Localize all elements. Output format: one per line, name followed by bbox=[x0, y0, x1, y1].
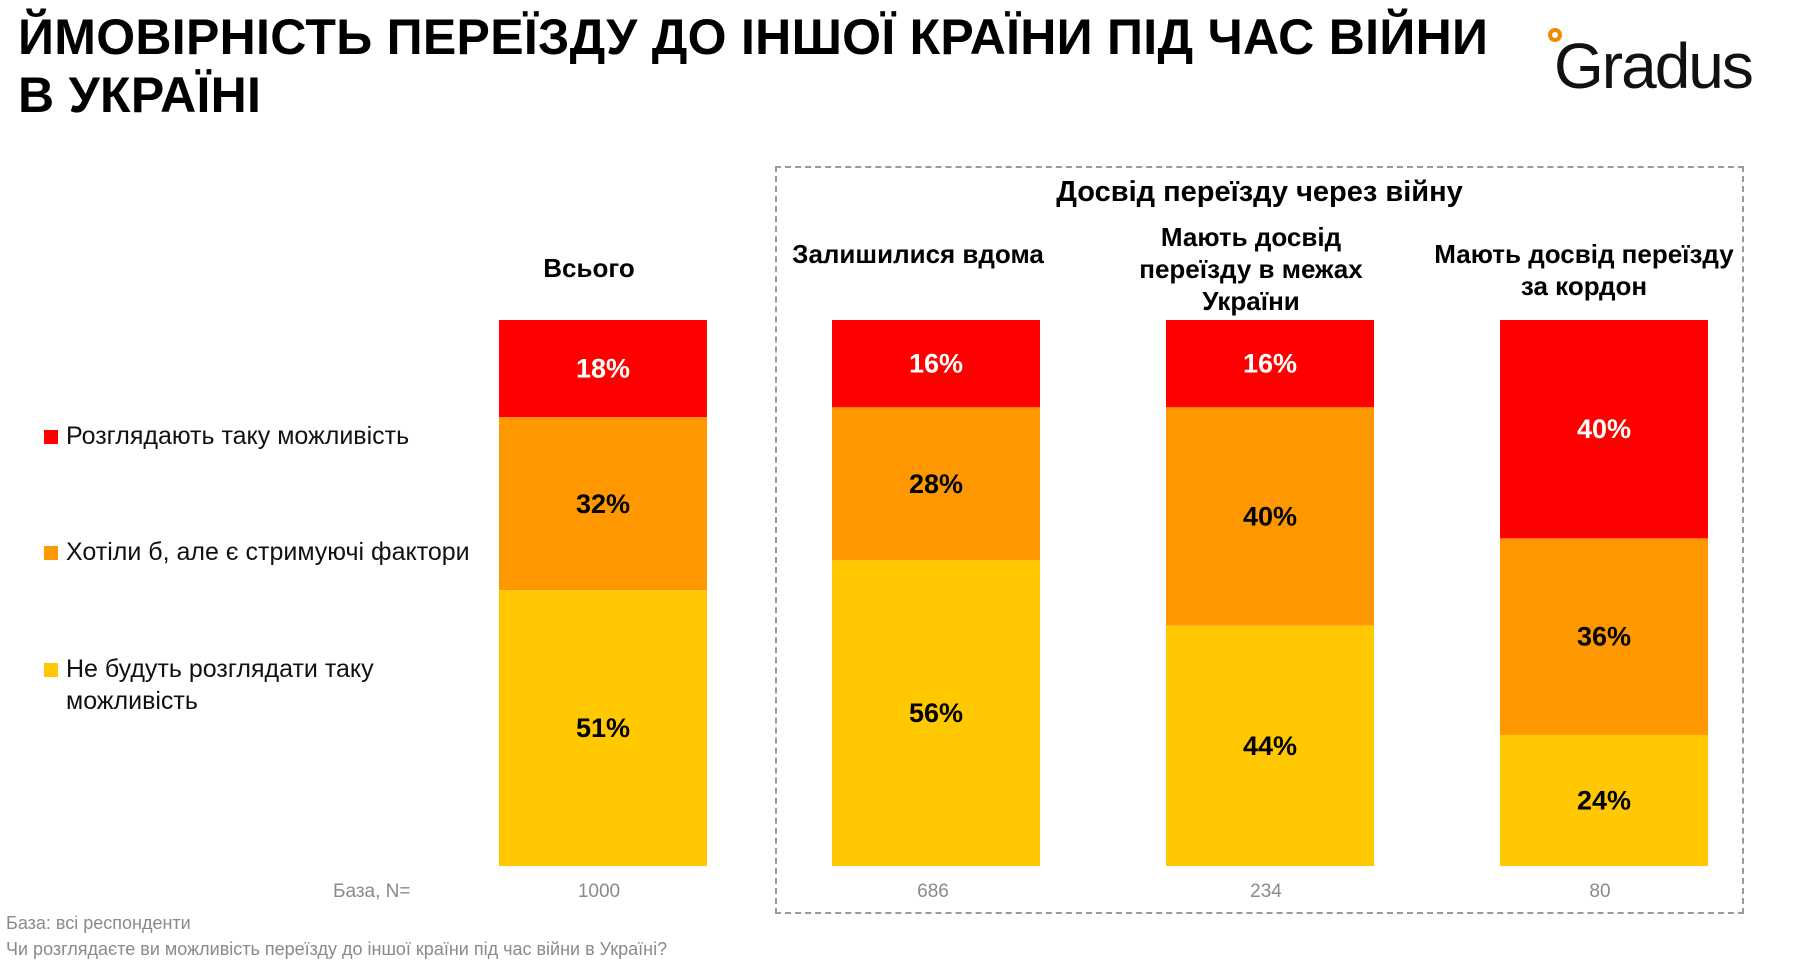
data-label-consider-moved-within: 16% bbox=[1243, 349, 1297, 379]
gradus-logo: Gradus bbox=[1548, 22, 1808, 112]
data-label-will-not-stayed: 56% bbox=[909, 698, 963, 728]
legend-swatch-would-like bbox=[44, 546, 58, 560]
data-label-will-not-total: 51% bbox=[576, 713, 630, 743]
group-title: Досвід переїзду через війну bbox=[1056, 176, 1463, 208]
base-n-moved-abroad: 80 bbox=[1589, 881, 1611, 902]
footnote-base: База: всі респонденти bbox=[6, 913, 191, 933]
legend-swatch-will-not bbox=[44, 663, 58, 677]
bar-segment-would-like-moved-within bbox=[1166, 407, 1374, 626]
bar-segment-consider-total bbox=[499, 320, 707, 418]
logo-dot-icon bbox=[1548, 28, 1562, 42]
footnote-question: Чи розглядаєте ви можливість переїзду до… bbox=[6, 939, 668, 959]
logo-text: Gradus bbox=[1554, 30, 1754, 102]
bar-segment-would-like-moved-abroad bbox=[1500, 538, 1708, 735]
legend-label-will-not: Не будуть розглядати таку можливість bbox=[66, 655, 374, 715]
column-header-moved-abroad: Мають досвід переїзду за кордон bbox=[1434, 239, 1734, 301]
data-label-will-not-moved-abroad: 24% bbox=[1577, 785, 1631, 815]
data-label-would-like-moved-abroad: 36% bbox=[1577, 622, 1631, 652]
column-header-moved-within: Мають досвід переїзду в межах України bbox=[1139, 222, 1363, 316]
data-label-would-like-stayed: 28% bbox=[909, 469, 963, 499]
column-header-stayed: Залишилися вдома bbox=[792, 239, 1044, 269]
data-label-would-like-moved-within: 40% bbox=[1243, 502, 1297, 532]
base-n-total: 1000 bbox=[577, 881, 621, 902]
bar-segment-will-not-total bbox=[499, 590, 707, 866]
page-title: ЙМОВІРНІСТЬ ПЕРЕЇЗДУ ДО ІНШОЇ КРАЇНИ ПІД… bbox=[18, 9, 1489, 123]
bar-segment-consider-moved-within bbox=[1166, 320, 1374, 408]
data-label-consider-stayed: 16% bbox=[909, 349, 963, 379]
bar-segment-would-like-stayed bbox=[832, 407, 1040, 561]
base-n-moved-within: 234 bbox=[1250, 881, 1282, 902]
base-label: База, N= bbox=[333, 881, 411, 902]
legend-swatch-consider bbox=[44, 430, 58, 444]
legend-label-consider: Розглядають таку можливість bbox=[66, 422, 410, 450]
data-label-would-like-total: 32% bbox=[576, 489, 630, 519]
base-n-stayed: 686 bbox=[917, 881, 949, 902]
group-frame bbox=[775, 166, 1744, 914]
bar-segment-consider-stayed bbox=[832, 320, 1040, 408]
bar-segment-would-like-total bbox=[499, 417, 707, 591]
bar-segment-consider-moved-abroad bbox=[1500, 320, 1708, 539]
bar-segment-will-not-moved-within bbox=[1166, 625, 1374, 866]
data-label-will-not-moved-within: 44% bbox=[1243, 731, 1297, 761]
column-header-total: Всього bbox=[543, 253, 635, 283]
legend-label-would-like: Хотіли б, але є стримуючі фактори bbox=[66, 538, 470, 566]
bar-segment-will-not-stayed bbox=[832, 560, 1040, 866]
data-label-consider-total: 18% bbox=[576, 354, 630, 384]
data-label-consider-moved-abroad: 40% bbox=[1577, 414, 1631, 444]
bar-segment-will-not-moved-abroad bbox=[1500, 734, 1708, 866]
